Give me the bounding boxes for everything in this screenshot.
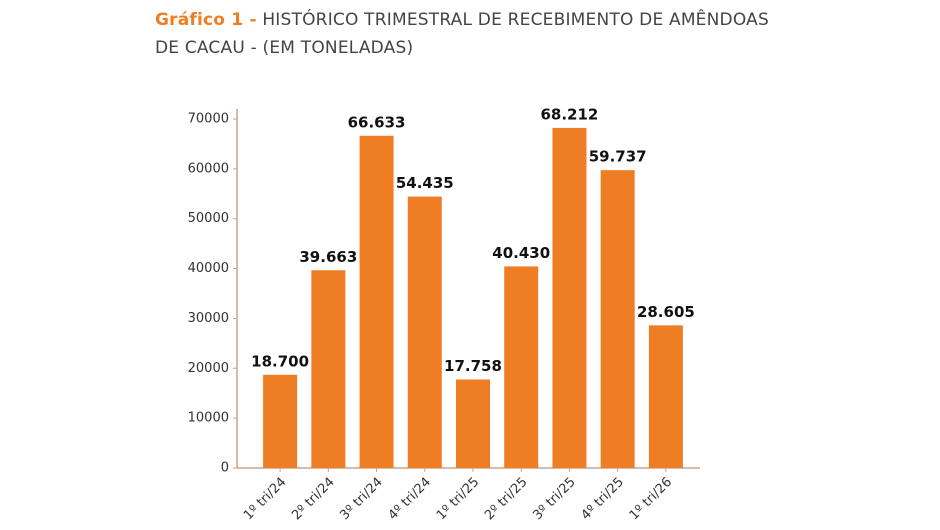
bar [456, 379, 490, 468]
x-tick-label: 3º tri/24 [337, 475, 385, 523]
y-tick-label: 40000 [188, 261, 229, 276]
value-label: 68.212 [540, 105, 598, 123]
x-tick-label: 1º tri/24 [241, 475, 289, 523]
value-label: 66.633 [348, 113, 406, 131]
bar [359, 135, 394, 468]
bar [600, 170, 635, 468]
y-tick-label: 60000 [188, 161, 229, 176]
bar [504, 266, 539, 468]
bar [407, 196, 442, 468]
y-tick-label: 30000 [188, 311, 229, 326]
chart-title-prefix: Gráfico 1 - [155, 10, 257, 30]
x-tick-label: 3º tri/25 [530, 475, 578, 523]
x-tick-label: 4º tri/24 [386, 475, 434, 523]
bar [263, 374, 298, 468]
y-tick-label: 50000 [188, 211, 229, 226]
value-label: 40.430 [492, 244, 550, 262]
x-tick-label: 1º tri/25 [434, 475, 482, 523]
y-tick-label: 20000 [188, 361, 229, 376]
chart-heading: Gráfico 1 - HISTÓRICO TRIMESTRAL DE RECE… [155, 6, 795, 62]
value-label: 28.605 [637, 303, 695, 321]
y-tick-label: 70000 [188, 112, 229, 127]
x-tick-label: 2º tri/24 [289, 475, 337, 523]
chart-title: HISTÓRICO TRIMESTRAL DE RECEBIMENTO DE A… [155, 10, 769, 58]
x-tick-label: 1º tri/26 [627, 475, 675, 523]
y-tick-label: 10000 [188, 411, 229, 426]
value-label: 17.758 [444, 357, 502, 375]
bar [648, 325, 683, 468]
y-tick-label: 0 [221, 461, 229, 476]
value-label: 18.700 [251, 352, 309, 370]
value-label: 54.435 [396, 174, 454, 192]
bar [311, 270, 346, 468]
value-label: 59.737 [589, 148, 647, 166]
value-label: 39.663 [299, 248, 357, 266]
x-tick-label: 4º tri/25 [579, 475, 627, 523]
bar [552, 127, 587, 468]
x-tick-label: 2º tri/25 [482, 475, 530, 523]
